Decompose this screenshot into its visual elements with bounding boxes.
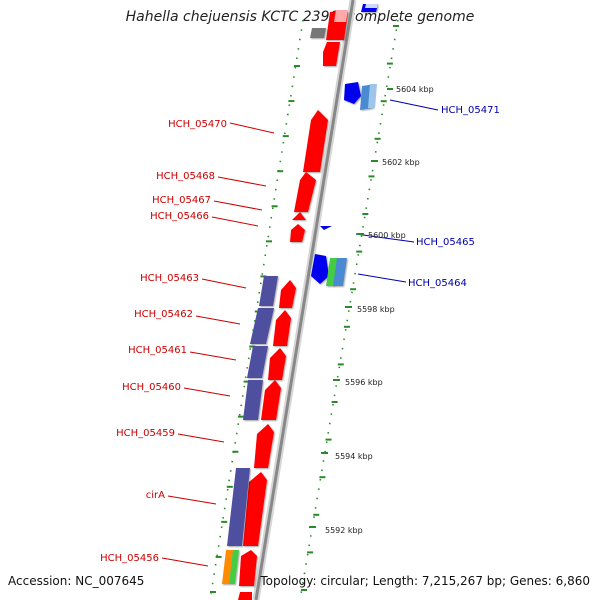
gene-HCH_05468 bbox=[294, 172, 316, 212]
gene-purple-5 bbox=[227, 468, 250, 546]
leader-HCH_05465 bbox=[355, 233, 415, 243]
gene-red-1 bbox=[323, 42, 340, 66]
leader-HCH_05466 bbox=[211, 216, 259, 227]
leader-HCH_05471 bbox=[389, 99, 439, 111]
gene-partial-top-gray bbox=[310, 28, 326, 38]
gene-purple-3 bbox=[247, 346, 268, 378]
gene-HCH_05461 bbox=[268, 348, 286, 380]
gene-cirA bbox=[243, 472, 267, 546]
leader-HCH_05470 bbox=[229, 122, 275, 134]
gene-purple-1 bbox=[259, 276, 278, 306]
label-HCH_05456: HCH_05456 bbox=[100, 553, 159, 564]
label-HCH_05464: HCH_05464 bbox=[408, 278, 467, 289]
label-HCH_05463: HCH_05463 bbox=[140, 273, 199, 284]
genome-backbone-core bbox=[254, 0, 355, 600]
leader-cirA bbox=[167, 495, 217, 505]
gene-HCH_05459 bbox=[254, 424, 274, 468]
gene-purple-4 bbox=[243, 380, 263, 420]
gene-HCH_05462 bbox=[273, 310, 291, 346]
label-HCH_05467: HCH_05467 bbox=[152, 195, 211, 206]
leader-HCH_05468 bbox=[217, 176, 267, 187]
scale-label-5602: 5602 kbp bbox=[382, 158, 420, 167]
label-HCH_05461: HCH_05461 bbox=[128, 345, 187, 356]
leader-HCH_05462 bbox=[195, 315, 241, 325]
scale-label-5592: 5592 kbp bbox=[325, 526, 363, 535]
scale-label-5598: 5598 kbp bbox=[357, 305, 395, 314]
label-HCH_05468: HCH_05468 bbox=[156, 171, 215, 182]
gene-HCH_05471-blue bbox=[344, 82, 361, 104]
gene-HCH_05464 bbox=[333, 258, 347, 286]
scale-label-5594: 5594 kbp bbox=[335, 452, 373, 461]
label-HCH_05471: HCH_05471 bbox=[441, 105, 500, 116]
leader-HCH_05464 bbox=[357, 273, 407, 283]
gene-HCH_05471-edge bbox=[368, 84, 377, 108]
gene-HCH_05465 bbox=[320, 226, 332, 230]
right-tick-marks bbox=[301, 25, 399, 591]
gene-partial-bottom-red bbox=[238, 592, 252, 600]
label-HCH_05459: HCH_05459 bbox=[116, 428, 175, 439]
topology-text: Topology: circular; Length: 7,215,267 bp… bbox=[260, 574, 590, 588]
gene-HCH_05464-blue bbox=[311, 254, 329, 284]
scale-label-5600: 5600 kbp bbox=[368, 231, 406, 240]
label-HCH_05460: HCH_05460 bbox=[122, 382, 181, 393]
gene-HCH_05456 bbox=[239, 550, 257, 586]
scale-label-5604: 5604 kbp bbox=[396, 85, 434, 94]
gene-HCH_05466 bbox=[290, 224, 305, 242]
gene-HCH_05460 bbox=[261, 380, 281, 420]
gene-partial-top-pink bbox=[334, 10, 348, 22]
leader-HCH_05463 bbox=[201, 278, 247, 289]
leader-HCH_05461 bbox=[189, 351, 237, 361]
label-HCH_05465: HCH_05465 bbox=[416, 237, 475, 248]
label-HCH_05466: HCH_05466 bbox=[150, 211, 209, 222]
leader-HCH_05456 bbox=[161, 557, 209, 567]
label-cirA: cirA bbox=[146, 490, 165, 501]
gene-HCH_05467 bbox=[292, 212, 306, 220]
scale-label-5596: 5596 kbp bbox=[345, 378, 383, 387]
gene-green-bottom bbox=[229, 550, 239, 584]
gene-orange bbox=[222, 550, 233, 584]
label-HCH_05462: HCH_05462 bbox=[134, 309, 193, 320]
gene-purple-2 bbox=[250, 308, 274, 344]
leader-HCH_05467 bbox=[213, 200, 263, 211]
label-HCH_05470: HCH_05470 bbox=[168, 119, 227, 130]
map-title: Hahella chejuensis KCTC 2396, complete g… bbox=[125, 9, 475, 25]
leader-HCH_05459 bbox=[177, 433, 225, 443]
leader-HCH_05460 bbox=[183, 387, 231, 397]
gene-HCH_05463 bbox=[279, 280, 296, 308]
accession-text: Accession: NC_007645 bbox=[8, 574, 145, 588]
gene-partial-top-lightblue bbox=[365, 4, 378, 8]
gene-HCH_05470 bbox=[303, 110, 328, 172]
